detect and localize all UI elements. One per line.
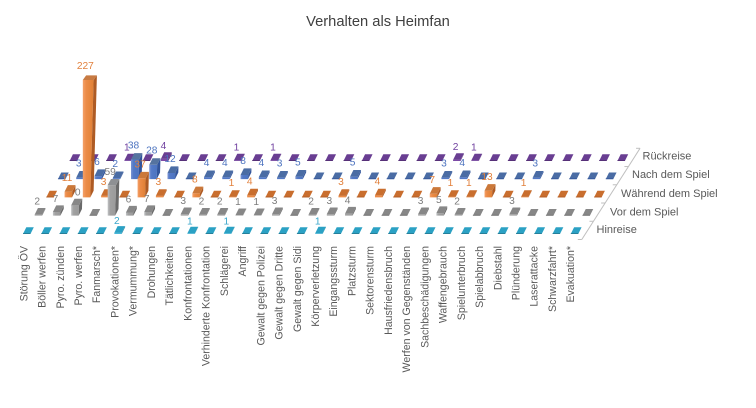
svg-text:Pyro. zünden: Pyro. zünden [55,246,67,309]
svg-text:1: 1 [448,178,454,189]
svg-text:Drohungen: Drohungen [146,246,158,299]
svg-text:5: 5 [350,157,356,168]
svg-text:1: 1 [270,143,276,154]
svg-text:Verhinderte Konfrontation: Verhinderte Konfrontation [201,246,213,366]
svg-text:3: 3 [277,159,283,170]
svg-text:2: 2 [217,197,223,208]
svg-text:4: 4 [345,196,351,207]
svg-text:Vor dem Spiel: Vor dem Spiel [610,207,678,219]
svg-text:7: 7 [53,194,59,205]
svg-text:Tätlichkeiten: Tätlichkeiten [164,246,176,306]
svg-text:0: 0 [75,187,81,198]
svg-text:2: 2 [34,197,40,208]
svg-text:Schwarzfahrt*: Schwarzfahrt* [547,246,559,312]
svg-text:1: 1 [521,178,527,189]
svg-text:4: 4 [258,158,264,169]
svg-text:28: 28 [146,146,158,157]
svg-text:Provokationen*: Provokationen* [109,246,121,318]
svg-text:Vermummung*: Vermummung* [128,246,140,316]
svg-text:Sachbeschädigungen: Sachbeschädigungen [419,246,431,348]
svg-text:5: 5 [436,195,442,206]
svg-text:1: 1 [124,143,130,154]
svg-text:Verhalten als Heimfan: Verhalten als Heimfan [306,14,450,30]
svg-text:3: 3 [326,196,332,207]
svg-text:3: 3 [272,196,278,207]
svg-text:Hausfriedensbruch: Hausfriedensbruch [383,246,395,335]
svg-text:Laserattacke: Laserattacke [529,246,541,307]
svg-text:2: 2 [114,216,120,227]
svg-text:6: 6 [126,195,132,206]
svg-text:1: 1 [234,143,240,154]
svg-text:Spielunterbruch: Spielunterbruch [456,246,468,320]
svg-text:3: 3 [180,196,186,207]
svg-text:1: 1 [235,197,241,208]
svg-text:4: 4 [247,177,253,188]
svg-text:3: 3 [156,177,162,188]
svg-text:Gewalt gegen Polizei: Gewalt gegen Polizei [255,246,267,346]
svg-text:227: 227 [77,61,94,72]
svg-text:2: 2 [454,197,460,208]
svg-text:1: 1 [253,197,259,208]
svg-text:3: 3 [101,177,107,188]
svg-text:3: 3 [418,196,424,207]
svg-text:Waffengebrauch: Waffengebrauch [438,246,450,323]
svg-text:Störung ÖV: Störung ÖV [18,245,30,301]
svg-text:Hinreise: Hinreise [597,224,637,236]
svg-text:Werfen von Gegenständen: Werfen von Gegenständen [401,246,413,373]
svg-text:1: 1 [229,178,235,189]
svg-text:1: 1 [471,143,477,154]
svg-text:4: 4 [375,177,381,188]
svg-text:3: 3 [509,196,515,207]
svg-text:1: 1 [224,216,230,227]
svg-text:3: 3 [532,159,538,170]
svg-text:7: 7 [429,175,435,186]
svg-text:Angriff: Angriff [237,246,249,276]
svg-text:Schlägerei: Schlägerei [219,246,231,296]
svg-text:Konfrontationen: Konfrontationen [182,246,194,321]
svg-text:Fanmarsch*: Fanmarsch* [91,246,103,303]
svg-text:13: 13 [481,172,493,183]
svg-text:Evakuation*: Evakuation* [565,246,577,303]
svg-text:6: 6 [94,157,100,168]
svg-text:8: 8 [240,156,246,167]
svg-text:2: 2 [112,159,118,170]
svg-text:4: 4 [222,158,228,169]
svg-text:1: 1 [187,216,193,227]
svg-text:8: 8 [192,175,198,186]
svg-text:4: 4 [161,141,167,152]
svg-text:Nach dem Spiel: Nach dem Spiel [632,169,710,181]
svg-text:2: 2 [453,142,459,153]
svg-text:3: 3 [76,159,82,170]
svg-text:Eingangssturm: Eingangssturm [328,246,340,317]
svg-text:3: 3 [338,177,344,188]
svg-text:3: 3 [441,159,447,170]
svg-text:1: 1 [466,178,472,189]
svg-text:7: 7 [144,194,150,205]
svg-text:Platzsturm: Platzsturm [346,246,358,296]
svg-text:Spielabbruch: Spielabbruch [474,246,486,308]
svg-text:4: 4 [459,158,465,169]
svg-text:Während dem Spiel: Während dem Spiel [621,188,718,200]
svg-text:11: 11 [62,173,73,184]
svg-text:12: 12 [164,154,176,165]
svg-text:Pyro. werfen: Pyro. werfen [73,246,85,306]
svg-text:Gewalt gegen Dritte: Gewalt gegen Dritte [274,246,286,340]
svg-text:5: 5 [295,157,301,168]
svg-text:Gewalt gegen Sidi: Gewalt gegen Sidi [292,246,304,332]
svg-text:2: 2 [199,197,205,208]
svg-text:1: 1 [315,216,321,227]
svg-text:Plünderung: Plünderung [511,246,523,300]
svg-text:Rückreise: Rückreise [643,151,692,163]
svg-text:37: 37 [134,160,146,171]
svg-text:Körperverletzung: Körperverletzung [310,246,322,327]
svg-text:Sektorensturm: Sektorensturm [365,246,377,315]
svg-text:59: 59 [105,167,117,178]
svg-text:2: 2 [308,197,314,208]
svg-text:4: 4 [204,158,210,169]
svg-text:Diebstahl: Diebstahl [492,246,504,290]
svg-text:Böller werfen: Böller werfen [37,246,49,308]
svg-text:38: 38 [128,140,140,151]
